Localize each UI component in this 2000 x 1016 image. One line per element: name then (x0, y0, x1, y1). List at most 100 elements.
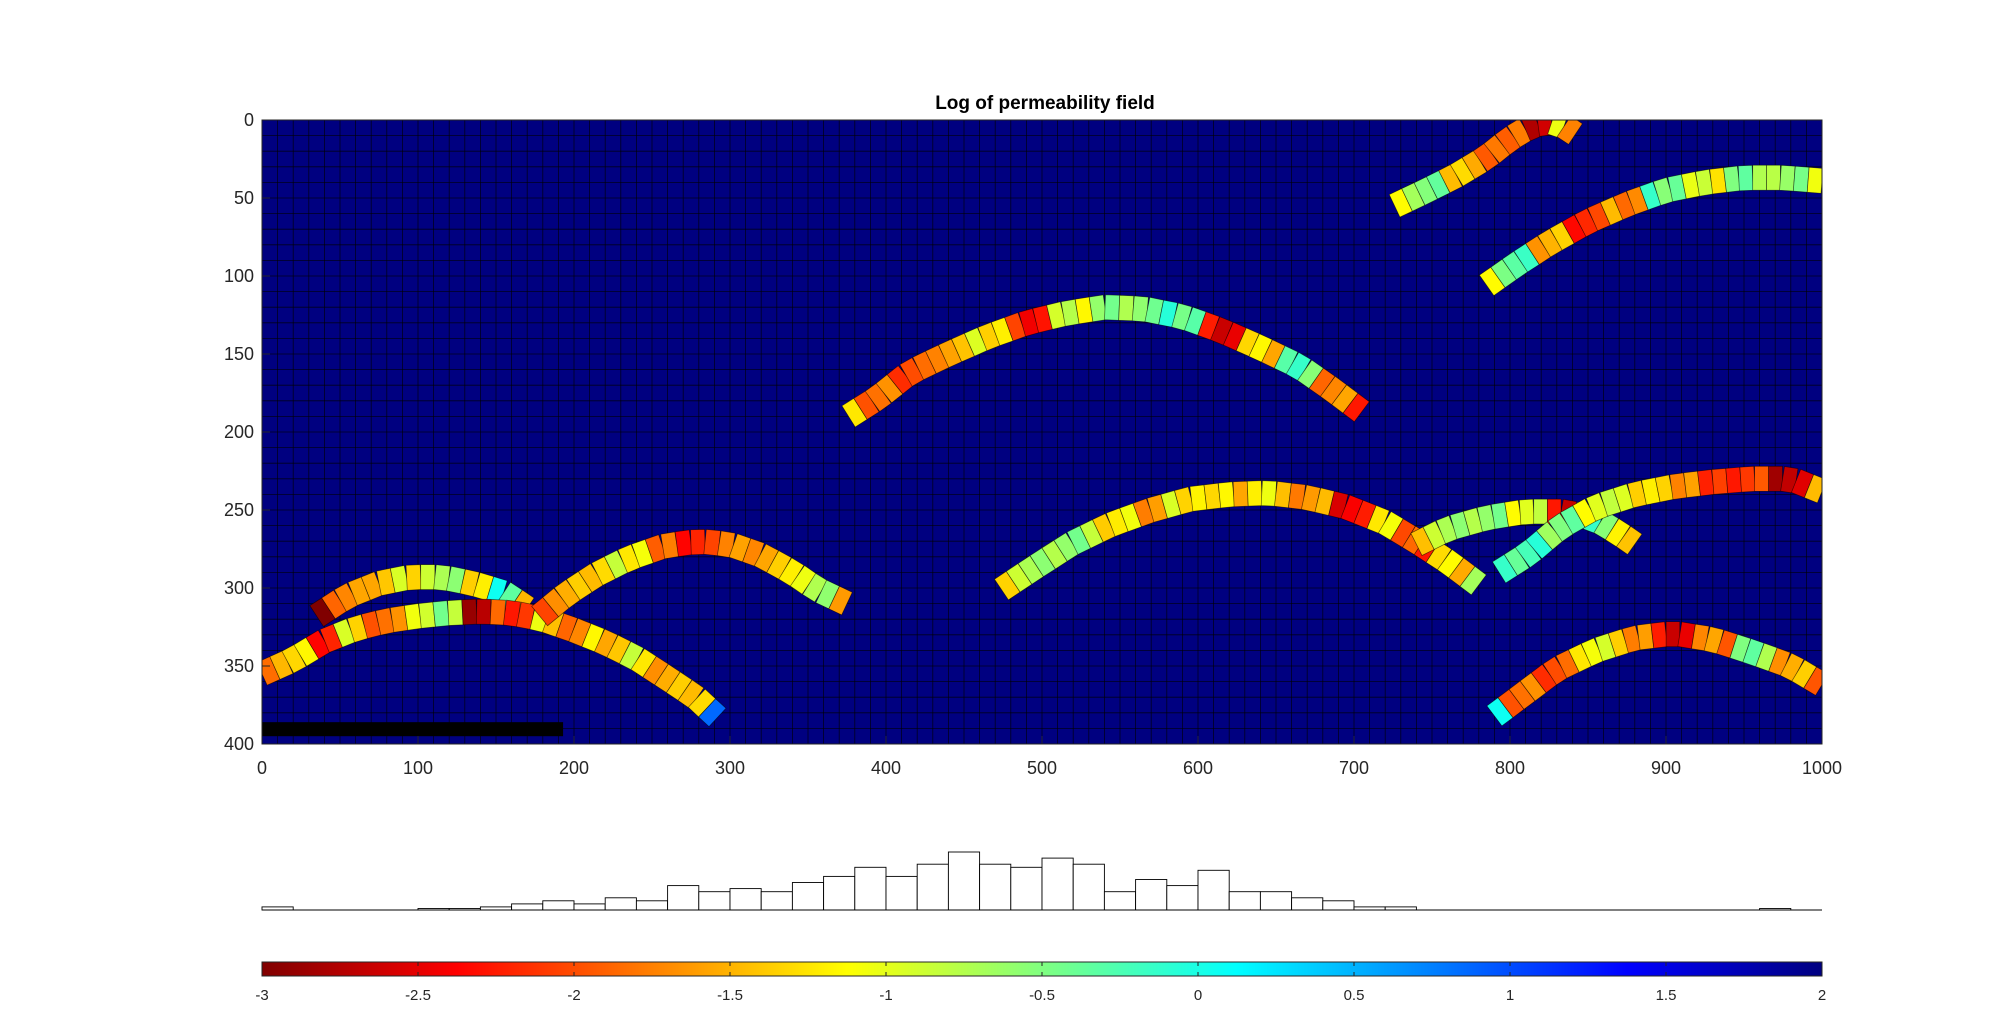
histogram-bar (1197, 869, 1230, 911)
arc-cell (321, 589, 348, 620)
histogram-bar (979, 863, 1012, 911)
histogram-bar (1072, 863, 1105, 911)
arc-cell (618, 641, 644, 671)
x-tick-label: 200 (559, 758, 589, 778)
arc-cell (1604, 518, 1631, 548)
arc-cell (716, 530, 736, 559)
arc-cell (1525, 235, 1552, 265)
arc-cell (502, 599, 521, 628)
histogram-bar (1010, 866, 1043, 911)
arc-cell (542, 587, 571, 618)
y-axis: 0 50 100 150 200 250 300 350 400 (224, 110, 270, 754)
colorbar-tick-label: 0 (1194, 987, 1202, 1004)
arc-cell (1723, 165, 1741, 193)
y-tick-label: 350 (224, 656, 254, 676)
arc-cell (1612, 483, 1635, 513)
arc-cell (1615, 525, 1643, 555)
arc-cell (1697, 469, 1715, 497)
arc-cell (1768, 647, 1791, 677)
arc-cell (432, 600, 450, 628)
arc-cell (1260, 480, 1277, 507)
arc-cell (1476, 504, 1497, 533)
arc-cell (674, 529, 693, 557)
colorbar-tick-label: 1 (1506, 987, 1514, 1004)
arc-cell (1232, 480, 1249, 508)
arc-cell (1004, 312, 1027, 342)
arc-cell (1574, 207, 1599, 238)
arc-cell (1158, 299, 1178, 328)
arc-cell (1092, 513, 1117, 543)
arc-cell (1806, 166, 1822, 194)
arc-cell (1521, 120, 1544, 142)
arc-cell (617, 543, 642, 574)
arc-cell (778, 557, 805, 587)
histogram-bar (885, 875, 918, 911)
arc-cell (1518, 498, 1535, 526)
arc-2 (1478, 164, 1822, 297)
arc-cell (690, 529, 706, 556)
x-axis: 0 100 200 300 400 500 600 700 800 900 1000 (257, 736, 1842, 778)
histogram-bar (854, 866, 887, 911)
arcs (262, 120, 1822, 728)
y-tick-label: 200 (224, 422, 254, 442)
arc-cell (1435, 515, 1459, 545)
x-tick-label: 1000 (1802, 758, 1842, 778)
colorbar-tick-label: 2 (1818, 987, 1826, 1004)
arc-cell (1504, 499, 1523, 528)
arc-cell (1053, 532, 1080, 562)
arc-cell (1766, 164, 1781, 191)
arc-cell (703, 529, 721, 557)
arc-cell (389, 565, 410, 594)
histogram-bar (1135, 879, 1168, 911)
arc-cell (1607, 628, 1630, 658)
colorbar: -3 -2.5 -2 -1.5 -1 -0.5 0 0.5 1 1.5 2 (255, 961, 1826, 1004)
histogram-bar (1322, 900, 1355, 911)
y-tick-label: 300 (224, 578, 254, 598)
arc-3 (841, 294, 1370, 428)
arc-cell (1088, 294, 1108, 323)
arc-cell (1792, 165, 1810, 193)
colorbar-tick-label: -2.5 (405, 987, 431, 1004)
arc-cell (1118, 294, 1135, 322)
arc-cell (603, 549, 629, 580)
arc-cell (698, 698, 727, 728)
colorbar-tick-label: -1 (879, 987, 892, 1004)
histogram-bar (760, 891, 793, 911)
histogram-bar (511, 903, 544, 911)
arc-cell (418, 601, 436, 629)
x-tick-label: 400 (871, 758, 901, 778)
arc-cell (1285, 351, 1312, 382)
arc-cell (1650, 621, 1668, 649)
histogram-bar (635, 900, 669, 911)
arc-cell (333, 582, 360, 613)
arc-cell (1665, 621, 1681, 648)
arc-cell (1695, 168, 1714, 197)
arc-cell (1572, 498, 1598, 528)
arc-cell (644, 534, 668, 564)
y-tick-label: 100 (224, 266, 254, 286)
chart-title: Log of permeability field (935, 93, 1155, 114)
colorbar-tick-label: 1.5 (1656, 987, 1677, 1004)
arc-cell (1530, 663, 1558, 694)
arc-cell (899, 357, 925, 387)
arc-cell (1542, 656, 1569, 686)
arc-cell (766, 550, 792, 580)
arc-cell (1779, 164, 1796, 192)
arc-cell (1132, 498, 1156, 528)
arc-cell (1501, 250, 1529, 281)
dark-bar (262, 722, 564, 737)
arc-cell (677, 679, 705, 709)
arc-cell (1737, 164, 1754, 192)
arc-cell (360, 571, 385, 601)
arc-cell (489, 599, 506, 626)
arc-cell (1654, 474, 1675, 503)
arc-cell (886, 365, 915, 395)
arc-cell (1803, 474, 1822, 504)
colorbar-tick-label: -2 (567, 987, 580, 1004)
histogram-bar (667, 885, 700, 911)
histogram-bar (729, 888, 762, 911)
x-tick-label: 700 (1339, 758, 1369, 778)
arc-cell (433, 564, 451, 592)
y-tick-label: 0 (244, 110, 254, 130)
arc-cell (1046, 301, 1067, 330)
